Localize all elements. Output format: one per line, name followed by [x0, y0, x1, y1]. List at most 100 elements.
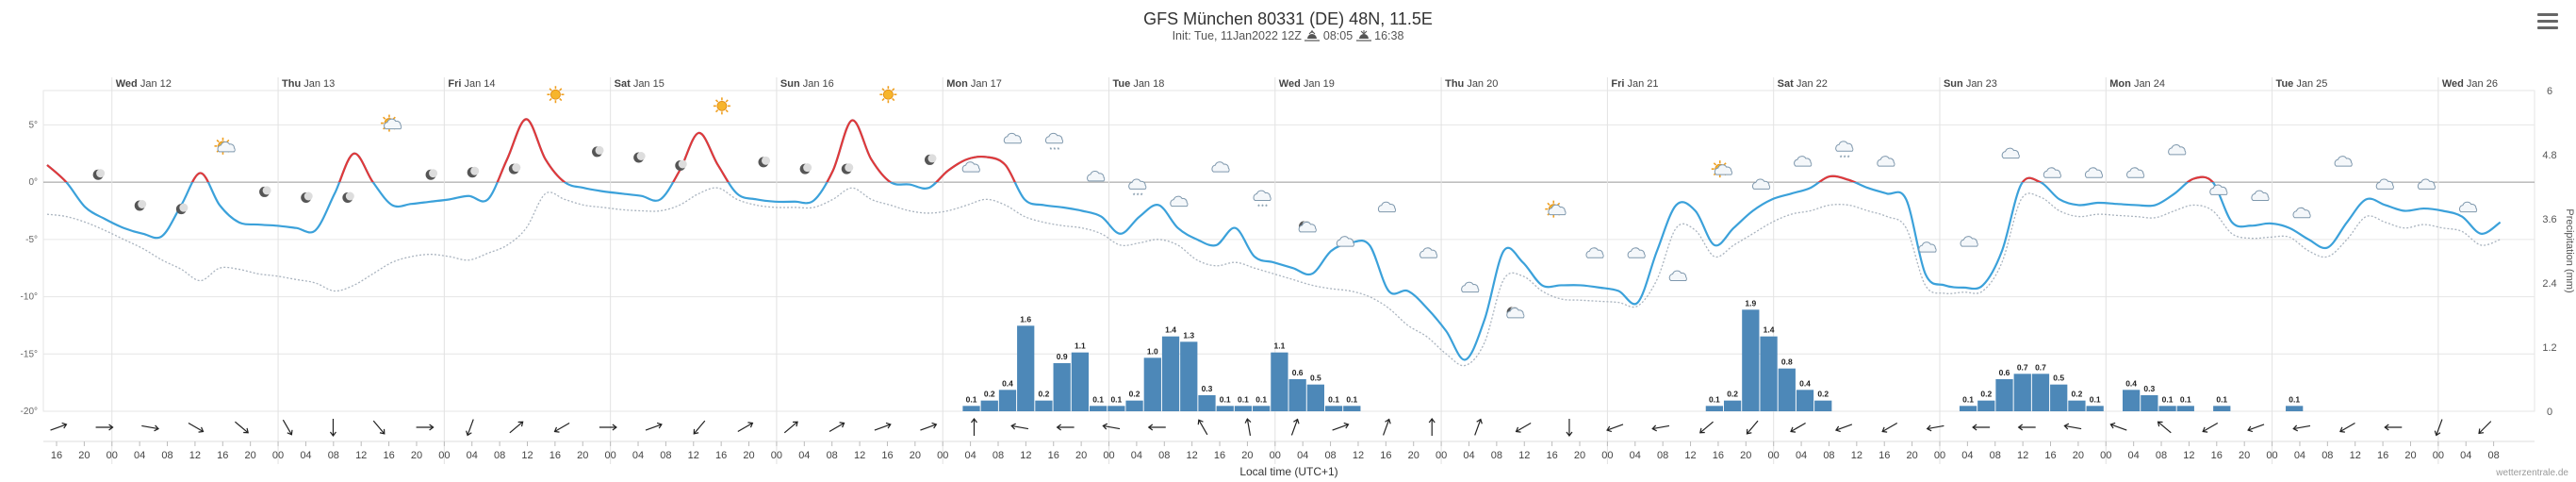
- x-tick-label: 08: [993, 450, 1004, 461]
- plot-frame: [42, 90, 2535, 412]
- precip-label: 0.6: [1999, 368, 2010, 377]
- wind-head: [1746, 428, 1752, 435]
- wind-head: [379, 428, 386, 435]
- precipitation-bars: 0.1 0.2 0.4 1.6 0.2 0.9 1.1 0.1 0.1 0.2 1.0 1.4 1.3 0…: [962, 298, 2304, 411]
- wind-head: [198, 426, 205, 433]
- x-tick-label: 16: [2377, 450, 2388, 461]
- wind-barb: [1428, 418, 1436, 436]
- moon-shade: [345, 191, 354, 201]
- x-tick-label: 20: [2404, 450, 2416, 461]
- wind-barb: [1383, 418, 1391, 436]
- x-tick-label: 00: [605, 450, 616, 461]
- precip-bar: [1089, 406, 1108, 411]
- x-tick-label: 20: [1906, 450, 1917, 461]
- moon-icon: [592, 145, 604, 158]
- cloud-icon: [1170, 195, 1189, 208]
- wind-barb: [372, 420, 386, 435]
- cloud-shape: [1461, 281, 1480, 293]
- precip-label: 0.7: [2035, 362, 2046, 372]
- precip-label: 0.1: [2180, 394, 2191, 404]
- sun-ray: [1713, 162, 1717, 166]
- x-tick-label: 12: [1020, 450, 1031, 461]
- precip-bar: [1796, 390, 1814, 411]
- x-tick-label: 20: [1574, 450, 1585, 461]
- precip-label: 0.4: [1002, 378, 1013, 388]
- x-tick-label: 00: [1934, 450, 1945, 461]
- moon-icon: [92, 169, 106, 180]
- cloud-shape: [2126, 167, 2145, 178]
- precip-bar: [1995, 379, 2013, 411]
- x-tick-label: 12: [1684, 450, 1696, 461]
- wind-barb: [2017, 424, 2036, 431]
- precip-bar: [962, 406, 980, 411]
- x-tick-label: 00: [2266, 450, 2277, 461]
- wind-barb: [95, 424, 114, 431]
- wind-barb: [416, 424, 435, 431]
- x-tick-label: 08: [328, 450, 339, 461]
- x-tick-label: 16: [550, 450, 561, 461]
- precip-label: 0.5: [1310, 374, 1321, 383]
- precip-label: 0.1: [1328, 394, 1339, 404]
- cloud-shape: [1835, 141, 1854, 152]
- cloud-icon: [2001, 147, 2020, 159]
- day-label: Sat Jan 15: [615, 78, 665, 90]
- wind-shaft: [1699, 421, 1714, 434]
- y2-tick-label: 2.4: [2542, 278, 2556, 290]
- moon-icon: [259, 186, 271, 197]
- wind-shaft: [1103, 424, 1121, 430]
- wind-shaft: [1652, 424, 1670, 430]
- precip-label: 1.9: [1745, 298, 1756, 307]
- moon-shade: [803, 163, 812, 173]
- x-tick-label: 00: [2100, 450, 2111, 461]
- wind-barb: [1881, 422, 1898, 433]
- precip-label: 0.2: [984, 390, 995, 399]
- y-tick-label: -10°: [21, 292, 38, 303]
- wind-barb: [645, 422, 663, 431]
- day-label: Sun Jan 16: [780, 78, 834, 90]
- precip-bar: [998, 390, 1017, 411]
- wind-shaft: [1246, 419, 1252, 436]
- cloud-icon: [1877, 156, 1895, 167]
- precip-bar: [2122, 390, 2141, 411]
- cloud-shape: [1003, 132, 1022, 144]
- x-tick-label: 08: [494, 450, 505, 461]
- cloud-snow-icon: * * *: [1835, 141, 1854, 161]
- x-tick-label: 04: [2128, 450, 2140, 461]
- precip-bar: [1071, 352, 1090, 411]
- moon-shade: [262, 186, 271, 195]
- sun-ray: [549, 88, 552, 91]
- wind-shaft: [645, 424, 663, 431]
- wind-barb: [1566, 419, 1573, 437]
- wind-barb: [2063, 423, 2082, 430]
- precip-bar: [1198, 395, 1216, 411]
- wind-head: [2202, 426, 2208, 433]
- precip-bar: [1705, 406, 1724, 411]
- precip-label: 0.1: [2162, 394, 2174, 404]
- x-tick-label: 04: [300, 450, 311, 461]
- wind-barb: [783, 421, 798, 434]
- x-tick-label: 08: [827, 450, 838, 461]
- precip-bar: [1959, 406, 1977, 411]
- menu-line: [2537, 13, 2558, 16]
- x-tick-label: 16: [1713, 450, 1724, 461]
- precip-label: 0.3: [1202, 384, 1213, 393]
- chart-menu-button[interactable]: [2537, 13, 2558, 30]
- snowflake: *: [1847, 155, 1850, 161]
- temperature-lines: [46, 118, 2502, 367]
- cloud-icon: [1627, 247, 1646, 258]
- precip-bar: [2141, 395, 2158, 411]
- y-tick-label: -5°: [25, 235, 38, 245]
- wind-barb: [693, 420, 706, 435]
- cloud-shape: [1548, 204, 1567, 216]
- snowflake: *: [1265, 205, 1268, 211]
- cloud-shape: [2001, 147, 2020, 159]
- precip-bar: [1343, 406, 1361, 411]
- precip-label: 0.2: [1039, 390, 1050, 399]
- moon-shade: [512, 163, 521, 173]
- wind-head: [2157, 421, 2163, 427]
- x-tick-label: 04: [2460, 450, 2471, 461]
- wind-barb: [329, 419, 336, 437]
- precip-bar: [1253, 406, 1271, 411]
- chart-subtitle: Init: Tue, 11Jan2022 12Z 08:05 16:38: [0, 29, 2576, 42]
